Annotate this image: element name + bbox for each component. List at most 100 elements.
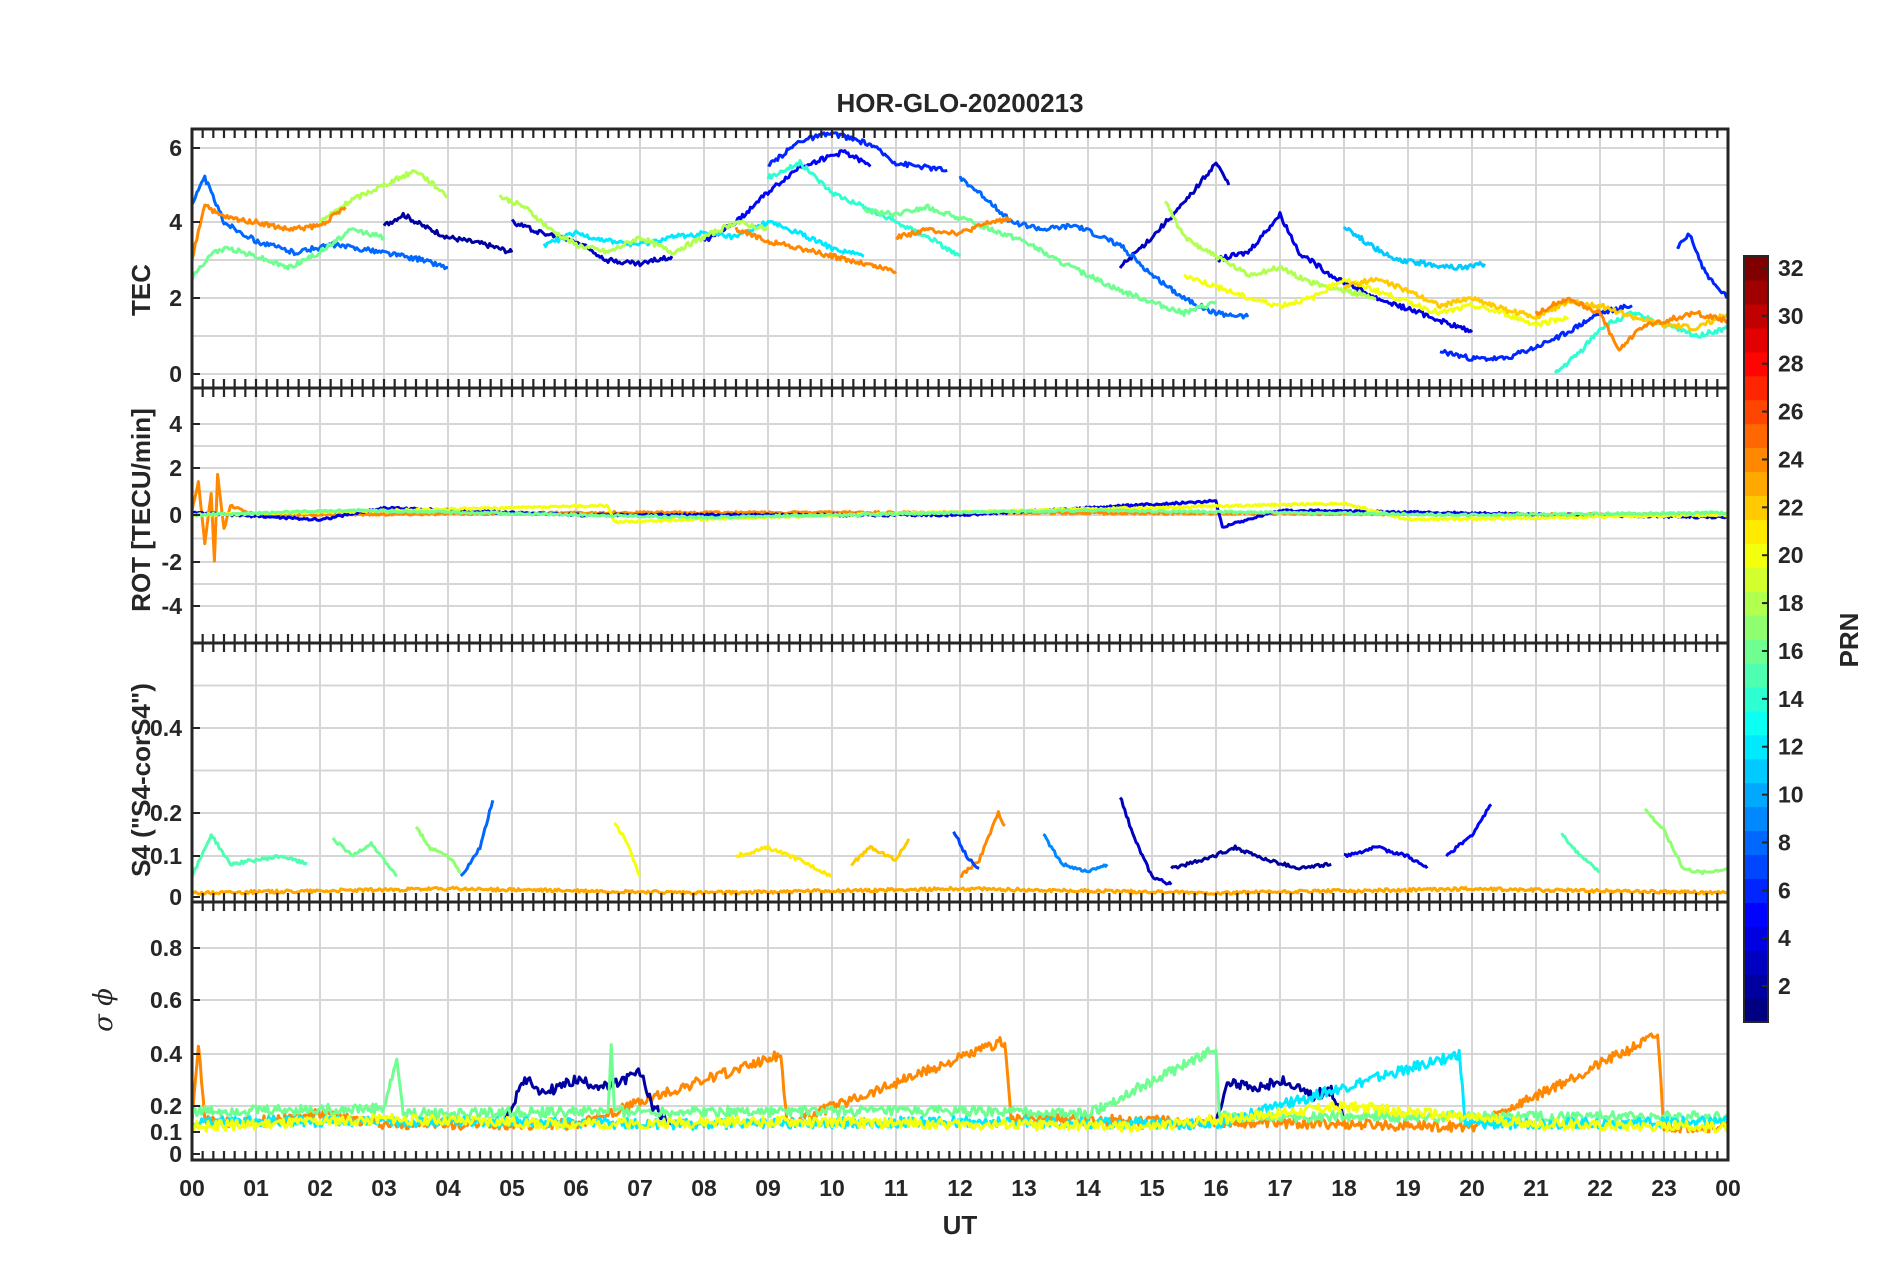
colorbar-segment: [1744, 423, 1768, 449]
x-tick-label: 08: [691, 1175, 717, 1201]
y-tick-label: 0.4: [150, 715, 182, 741]
series-prn-24: [192, 203, 347, 261]
colorbar-tick-label: 2: [1778, 973, 1791, 999]
series-prn-6: [1676, 232, 1728, 300]
colorbar-segment: [1744, 902, 1768, 927]
series-prn-16: [192, 227, 386, 282]
colorbar-label: PRN: [1834, 613, 1864, 668]
y-tick-label: 0.6: [150, 987, 182, 1013]
y-tick-label: 4: [169, 411, 182, 437]
y-axis-label-text: TEC: [126, 264, 156, 316]
series-prn-17: [1643, 807, 1728, 876]
y-axis-label: TEC: [126, 264, 156, 316]
colorbar-tick-label: 10: [1778, 782, 1804, 808]
series-prn-16: [192, 507, 1728, 520]
colorbar-segment: [1744, 327, 1768, 353]
series-prn-14: [1553, 310, 1728, 374]
series-prn-2: [504, 1067, 673, 1126]
colorbar-segment: [1744, 950, 1768, 975]
colorbar-segment: [1744, 758, 1768, 784]
colorbar-tick-label: 32: [1778, 255, 1804, 281]
colorbar-tick-label: 14: [1778, 686, 1804, 712]
panel-sigma_phi: 00.10.2 0.4 0.6 0.8 σ ϕ: [89, 900, 1730, 1167]
colorbar-segment: [1744, 998, 1768, 1023]
colorbar-segment: [1744, 615, 1768, 640]
series-prn-22: [1342, 276, 1728, 332]
series-group: [192, 131, 1728, 374]
y-tick-label: -2: [162, 549, 182, 575]
colorbar-tick-label: 8: [1778, 829, 1791, 855]
series-prn-14: [766, 159, 962, 258]
series-prn-3: [1118, 161, 1231, 269]
colorbar-tick-label: 20: [1778, 542, 1804, 568]
series-prn-8: [192, 174, 449, 271]
series-prn-15: [1560, 832, 1601, 874]
series-prn-5: [1445, 803, 1493, 858]
panel-ROT: -4 -2 0 2 4 ROT [TECU/min]: [126, 386, 1730, 645]
colorbar-segment: [1744, 375, 1768, 401]
x-tick-label: 16: [1203, 1175, 1229, 1201]
x-tick-label: 20: [1459, 1175, 1485, 1201]
colorbar-frame: [1743, 255, 1769, 1023]
x-tick-label: 21: [1523, 1175, 1549, 1201]
colorbar-tick-label: 18: [1778, 590, 1804, 616]
x-tick-label: 00: [1715, 1175, 1741, 1201]
x-tick-label: 13: [1011, 1175, 1037, 1201]
series-group: [192, 1032, 1728, 1134]
y-axis-label-text: σ ϕ: [89, 988, 119, 1032]
y-axis-label: σ ϕ: [89, 988, 119, 1032]
colorbar-tick-label: 26: [1778, 399, 1804, 425]
x-tick-label: 12: [947, 1175, 973, 1201]
y-tick-label: 0: [169, 1141, 182, 1167]
series-prn-4: [1215, 211, 1474, 334]
series-prn-18: [1164, 200, 1377, 301]
series-prn-20: [613, 821, 642, 878]
colorbar-segment: [1744, 806, 1768, 832]
x-tick-label: 00: [179, 1175, 205, 1201]
y-tick-label: 0.4: [150, 1041, 182, 1067]
series-group: [192, 796, 1728, 896]
y-tick-label: 0: [169, 361, 182, 387]
series-prn-15: [192, 833, 308, 878]
x-tick-label: 10: [819, 1175, 845, 1201]
series-prn-20: [1183, 273, 1570, 328]
x-tick-labels: 00 01 02 03 04 05 06 07 08 09 10 11 12 13 14 15 16 17 18 19…: [179, 1175, 1741, 1201]
y-tick-label: 4: [169, 209, 182, 235]
x-tick-label: 04: [435, 1175, 461, 1201]
x-tick-label: 07: [627, 1175, 653, 1201]
series-prn-20: [192, 1100, 1728, 1134]
colorbar-tick-label: 24: [1778, 446, 1804, 472]
series-prn-6: [767, 131, 948, 173]
series-prn-22: [850, 838, 911, 867]
y-tick-label: 0.2: [150, 800, 182, 826]
colorbar-tick-label: 6: [1778, 877, 1791, 903]
series-prn-17: [414, 825, 462, 874]
series-prn-24: [959, 810, 1006, 878]
colorbar-tick-label: 22: [1778, 494, 1804, 520]
series-prn-7: [952, 831, 980, 870]
series-prn-8: [459, 799, 495, 877]
series-prn-21: [735, 844, 833, 878]
y-axis-label-text: S4 ("S4-corS4"): [126, 683, 156, 877]
y-tick-label: 0.8: [150, 935, 182, 961]
x-tick-label: 22: [1587, 1175, 1613, 1201]
series-prn-2: [382, 211, 514, 255]
y-tick-label: 2: [169, 285, 182, 311]
colorbar-tick-label: 4: [1778, 925, 1791, 951]
x-tick-label: 02: [307, 1175, 333, 1201]
y-tick-label: 0: [169, 884, 182, 910]
series-prn-11: [1342, 225, 1487, 271]
y-tick-label: 6: [169, 135, 182, 161]
series-prn-18: [318, 169, 449, 225]
x-tick-label: 03: [371, 1175, 397, 1201]
y-tick-label: 0.1: [150, 1119, 182, 1145]
x-tick-label: 14: [1075, 1175, 1101, 1201]
colorbar-segment: [1744, 471, 1768, 496]
series-prn-24: [734, 226, 897, 275]
colorbar-segment: [1744, 567, 1768, 592]
colorbar-segment: [1744, 662, 1768, 688]
y-axis-label: S4 ("S4-corS4"): [126, 683, 156, 877]
panel-S4: 0 0.1 0.2 0.4S4 ("S4-corS4"): [126, 641, 1730, 910]
y-axis-label: ROT [TECU/min]: [126, 408, 156, 612]
